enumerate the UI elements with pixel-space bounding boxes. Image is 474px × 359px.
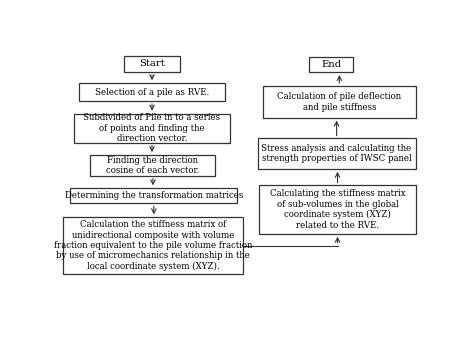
Text: Calculating the stiffness matrix
of sub-volumes in the global
coordinate system : Calculating the stiffness matrix of sub-… bbox=[270, 190, 405, 230]
Text: Stress analysis and calculating the
strength properties of IWSC panel: Stress analysis and calculating the stre… bbox=[262, 144, 412, 163]
Text: Finding the direction
cosine of each vector.: Finding the direction cosine of each vec… bbox=[106, 156, 200, 175]
Bar bbox=[258, 139, 416, 169]
Text: Determining the transformation matrices: Determining the transformation matrices bbox=[64, 191, 243, 200]
Bar bbox=[80, 83, 225, 101]
Text: Start: Start bbox=[139, 59, 165, 68]
Bar bbox=[263, 86, 416, 118]
Text: Calculation the stiffness matrix of
unidirectional composite with volume
fractio: Calculation the stiffness matrix of unid… bbox=[54, 220, 252, 271]
Bar bbox=[91, 155, 215, 176]
Bar bbox=[70, 188, 237, 204]
Bar bbox=[259, 186, 416, 234]
Text: End: End bbox=[321, 60, 341, 69]
Text: Calculation of pile deflection
and pile stiffness: Calculation of pile deflection and pile … bbox=[277, 92, 401, 112]
Bar bbox=[74, 113, 230, 143]
Text: Selection of a pile as RVE.: Selection of a pile as RVE. bbox=[95, 88, 209, 97]
Text: Subdivided of Pile in to a series
of points and finding the
direction vector.: Subdivided of Pile in to a series of poi… bbox=[83, 113, 220, 143]
Bar bbox=[124, 56, 181, 72]
Bar bbox=[63, 217, 243, 274]
Bar bbox=[309, 57, 353, 72]
